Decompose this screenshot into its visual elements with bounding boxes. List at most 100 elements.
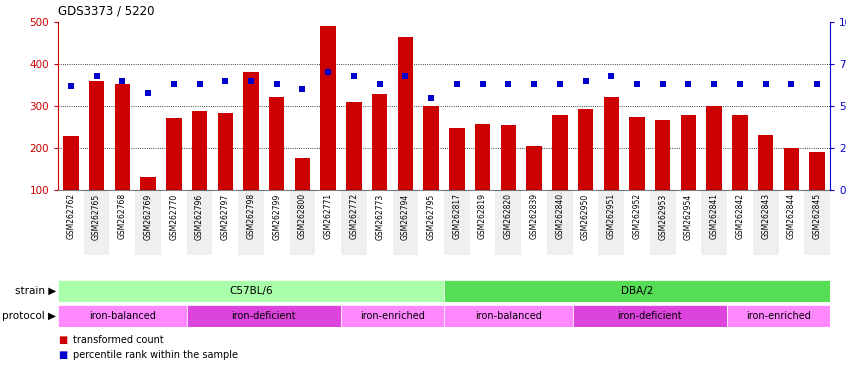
Point [475,81,489,87]
Text: GSM262799: GSM262799 [272,193,281,240]
Bar [526,146,541,190]
Text: GSM262771: GSM262771 [324,193,332,239]
Text: GSM262844: GSM262844 [787,193,796,239]
Point [605,73,618,79]
Point [347,73,360,79]
Text: GSM262768: GSM262768 [118,193,127,239]
Bar [393,190,418,255]
Text: ■: ■ [58,335,67,345]
Point [64,83,78,89]
Bar [192,111,207,190]
Point [784,81,798,87]
Point [527,81,541,87]
Text: GSM262796: GSM262796 [195,193,204,240]
Bar [444,190,470,255]
Bar [598,190,624,255]
Bar [217,113,233,190]
Bar [603,97,619,190]
Point [321,70,335,76]
Point [167,81,180,87]
Bar [573,305,727,327]
Bar [418,190,444,255]
Bar [89,81,104,190]
Text: GSM262794: GSM262794 [401,193,410,240]
Text: transformed count: transformed count [74,335,164,345]
Bar [58,190,84,255]
Text: GSM262840: GSM262840 [555,193,564,239]
Bar [166,118,182,190]
Bar [547,190,573,255]
Bar [109,190,135,255]
Bar [84,190,109,255]
Bar [805,190,830,255]
Text: GSM262800: GSM262800 [298,193,307,239]
Text: GSM262951: GSM262951 [607,193,616,239]
Text: GSM262772: GSM262772 [349,193,359,239]
Text: GSM262798: GSM262798 [246,193,255,239]
Bar [629,116,645,190]
Point [759,81,772,87]
Bar [783,148,799,190]
Text: strain ▶: strain ▶ [14,286,56,296]
Bar [727,190,753,255]
Bar [372,94,387,190]
Bar [470,190,496,255]
Point [373,81,387,87]
Text: protocol ▶: protocol ▶ [2,311,56,321]
Bar [58,305,187,327]
Text: iron-balanced: iron-balanced [475,311,541,321]
Bar [444,305,573,327]
Point [707,81,721,87]
Point [450,81,464,87]
Text: GSM262765: GSM262765 [92,193,102,240]
Bar [573,190,598,255]
Text: C57BL/6: C57BL/6 [229,286,272,296]
Bar [650,190,676,255]
Bar [212,190,238,255]
Text: GSM262820: GSM262820 [504,193,513,239]
Bar [681,115,696,190]
Text: GSM262954: GSM262954 [684,193,693,240]
Bar [294,158,310,190]
Bar [269,97,284,190]
Bar [758,135,773,190]
Bar [161,190,187,255]
Text: GDS3373 / 5220: GDS3373 / 5220 [58,5,155,18]
Bar [449,128,464,190]
Point [810,81,824,87]
Bar [63,136,79,190]
Point [425,94,438,101]
Bar [238,190,264,255]
Text: GSM262797: GSM262797 [221,193,230,240]
Bar [135,190,161,255]
Point [502,81,515,87]
Point [218,78,232,84]
Bar [521,190,547,255]
Point [90,73,103,79]
Bar [423,106,439,190]
Text: GSM262762: GSM262762 [66,193,75,239]
Bar [187,305,341,327]
Bar [321,26,336,190]
Bar [475,124,491,190]
Text: GSM262953: GSM262953 [658,193,667,240]
Text: GSM262770: GSM262770 [169,193,179,240]
Bar [578,109,593,190]
Bar [501,125,516,190]
Point [398,73,412,79]
Bar [58,280,444,302]
Text: iron-deficient: iron-deficient [232,311,296,321]
Point [630,81,644,87]
Bar [624,190,650,255]
Bar [552,115,568,190]
Bar [655,120,670,190]
Bar [444,280,830,302]
Text: GSM262842: GSM262842 [735,193,744,239]
Point [244,78,258,84]
Text: GSM262769: GSM262769 [144,193,152,240]
Point [553,81,567,87]
Bar [676,190,701,255]
Bar [341,305,444,327]
Bar [701,190,727,255]
Text: DBA/2: DBA/2 [621,286,653,296]
